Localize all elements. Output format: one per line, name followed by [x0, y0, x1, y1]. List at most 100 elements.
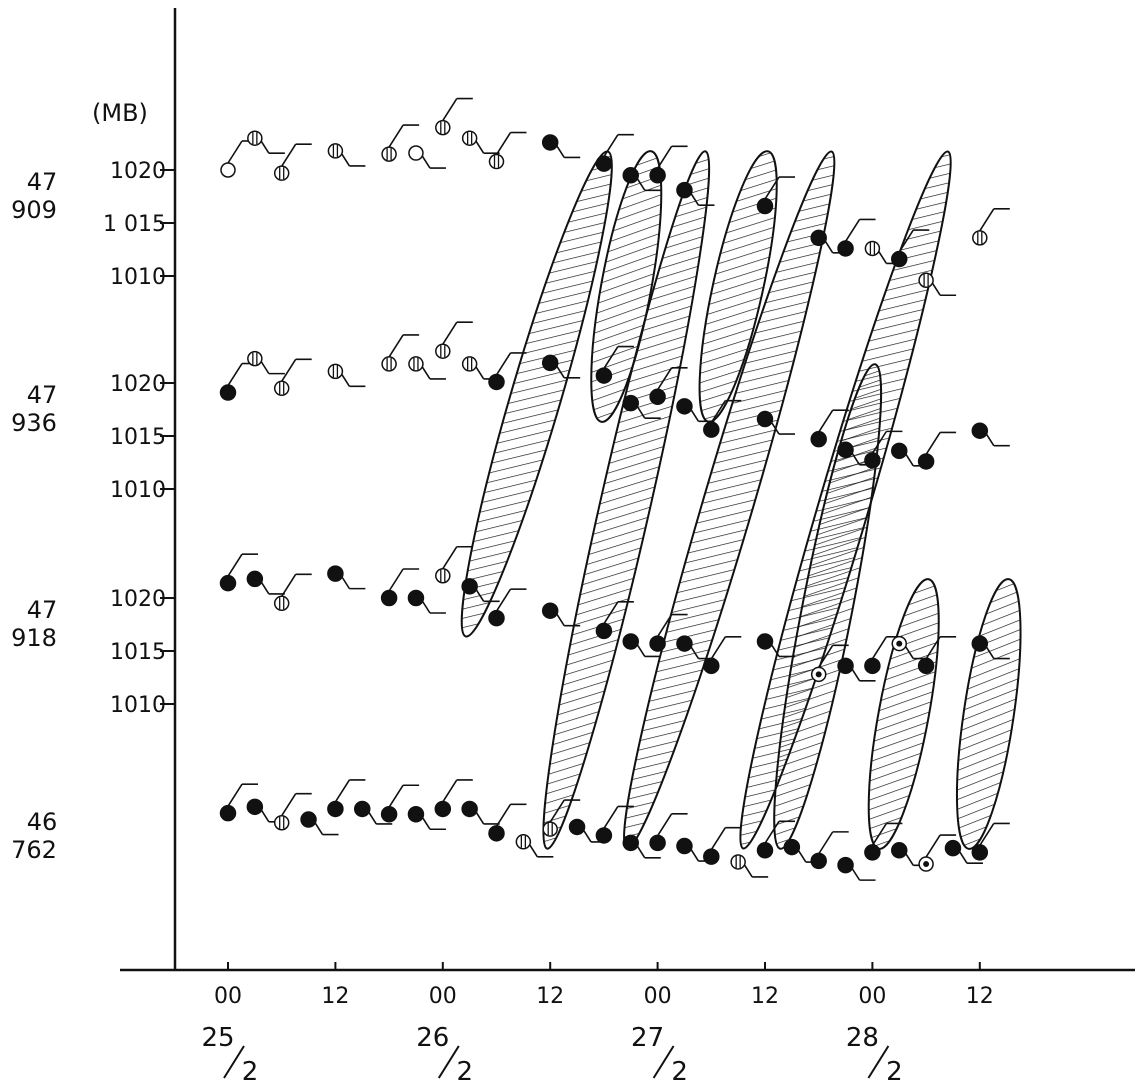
date-slash — [652, 1045, 675, 1079]
wind-staff — [898, 229, 914, 253]
observation-point — [971, 422, 989, 439]
observation-point — [622, 834, 639, 852]
wind-staff — [603, 601, 619, 625]
observation-point — [488, 153, 505, 170]
y-tick-label: 1020 — [110, 159, 166, 184]
y-tick-label: 1010 — [110, 265, 166, 290]
wind-staff — [764, 820, 780, 844]
date-month-label: 2 — [886, 1057, 903, 1084]
wind-staff — [227, 783, 243, 807]
observation-point — [676, 837, 693, 855]
date-slash — [437, 1045, 460, 1079]
observation-point — [837, 657, 854, 675]
observation-point — [488, 609, 505, 627]
observation-point — [703, 421, 720, 438]
observation-point — [837, 240, 854, 257]
x-tick-label: 12 — [536, 984, 564, 1009]
observation-point — [972, 230, 988, 246]
observation-point — [595, 367, 613, 384]
wind-staff — [442, 779, 458, 803]
observation-point — [595, 827, 613, 844]
observation-point — [649, 834, 666, 852]
date-day-label: 26 — [416, 1023, 449, 1053]
observation-point — [971, 635, 989, 652]
observation-point — [273, 595, 290, 612]
hatched-band — [773, 363, 883, 850]
observation-point — [247, 350, 263, 367]
hatched-band — [590, 150, 663, 423]
observation-point — [327, 800, 344, 818]
wind-staff — [871, 636, 888, 660]
observation-point — [273, 380, 290, 397]
y-tick-label: 1010 — [110, 478, 166, 503]
wind-staff — [818, 644, 834, 668]
wind-staff — [388, 334, 404, 358]
x-tick-label: 00 — [429, 984, 457, 1009]
observation-point — [837, 441, 854, 459]
hatched-band — [542, 150, 711, 850]
wind-staff — [281, 793, 297, 817]
observation-point — [246, 570, 264, 588]
station-id-label: 909 — [11, 196, 57, 224]
observation-dot — [815, 671, 822, 678]
observation-point — [622, 394, 639, 412]
hatched-band — [955, 578, 1022, 850]
observation-point — [891, 442, 908, 460]
observation-point — [273, 165, 290, 181]
observation-point — [247, 130, 263, 146]
y-tick-label: 1020 — [110, 587, 166, 612]
observation-point — [435, 567, 451, 584]
observation-point — [622, 167, 639, 184]
wind-staff — [603, 346, 619, 370]
observation-point — [864, 240, 881, 257]
wind-staff — [710, 400, 726, 424]
observation-point — [219, 804, 237, 822]
wind-staff — [925, 834, 941, 858]
wind-staff — [925, 636, 941, 660]
y-tick-label: 1 015 — [103, 212, 166, 237]
observation-point — [327, 565, 344, 582]
wind-staff — [442, 98, 458, 122]
observation-point — [461, 356, 478, 372]
y-tick-label: 1010 — [110, 693, 166, 718]
observation-point — [891, 842, 908, 859]
hatched-band — [867, 578, 940, 850]
wind-staff — [495, 588, 512, 612]
station-id-label: 936 — [11, 409, 57, 437]
wind-staff — [979, 208, 995, 232]
wind-staff — [281, 143, 297, 167]
observation-dot — [923, 861, 930, 868]
wind-staff — [844, 219, 861, 242]
wind-staff — [442, 321, 458, 345]
observation-point — [434, 800, 452, 818]
observation-point — [541, 602, 559, 619]
observation-point — [220, 162, 236, 178]
observation-point — [971, 844, 989, 861]
observation-point — [810, 229, 827, 247]
observation-point — [381, 146, 397, 162]
observation-point — [407, 589, 425, 607]
observation-point — [864, 452, 881, 469]
wind-staff — [549, 799, 565, 823]
observation-point — [649, 635, 666, 652]
observation-point — [461, 800, 478, 818]
observation-point — [273, 814, 290, 831]
station-region-label: 47 — [27, 168, 58, 196]
observation-point — [676, 398, 693, 415]
wind-staff — [871, 430, 888, 454]
x-tick-label: 00 — [644, 984, 672, 1009]
observation-point — [354, 800, 371, 818]
observation-point — [488, 825, 505, 842]
wind-staff — [656, 145, 673, 169]
observation-point — [300, 811, 317, 828]
observation-point — [595, 622, 613, 640]
observation-point — [568, 818, 586, 836]
observation-point — [380, 805, 398, 823]
observation-point — [864, 657, 881, 675]
wind-staff — [979, 822, 995, 846]
wind-staff — [495, 352, 512, 376]
x-tick-label: 00 — [214, 984, 242, 1009]
hatched-bands — [460, 150, 1022, 850]
